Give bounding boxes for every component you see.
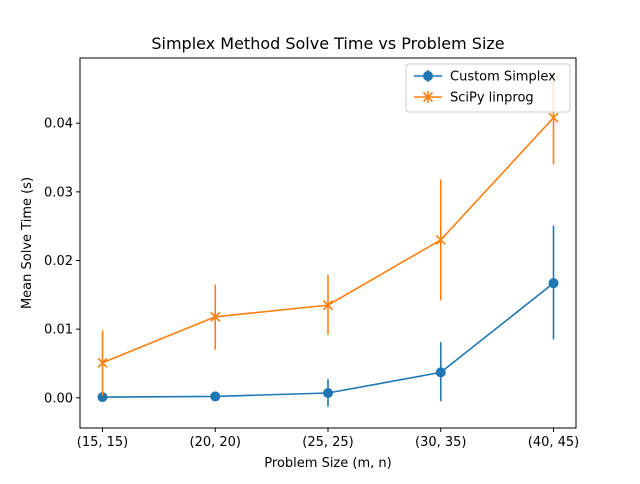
legend-box: [405, 63, 571, 113]
legend-marker: [423, 71, 433, 81]
y-tick-label: 0.00: [44, 391, 73, 406]
y-tick-label: 0.02: [44, 254, 73, 269]
data-point: [435, 234, 446, 245]
legend-label: Custom Simplex: [450, 70, 556, 85]
x-axis: (15, 15) (20, 20) (25, 25) (30, 35) (40, 45): [77, 428, 580, 450]
data-point: [97, 357, 108, 368]
data-point-stroke: [210, 311, 221, 322]
data-point: [548, 112, 559, 123]
data-point-stroke: [548, 112, 559, 123]
y-tick-label: 0.03: [44, 185, 73, 200]
legend-marker: [422, 91, 434, 103]
x-axis-label: Problem Size (m, n): [264, 456, 391, 471]
legend-entry: SciPy linprog: [414, 91, 534, 106]
x-tick-label: (15, 15): [77, 435, 129, 450]
legend-entry: Custom Simplex: [414, 70, 556, 85]
data-point-stroke: [435, 234, 446, 245]
x-tick-label: (20, 20): [190, 435, 242, 450]
data-point: [323, 387, 333, 398]
plot-area: [97, 71, 559, 407]
plot-frame: [79, 57, 577, 429]
x-tick-label: (30, 35): [415, 435, 467, 450]
legend: Custom Simplex SciPy linprog: [405, 63, 571, 113]
y-tick-label: 0.04: [44, 117, 73, 132]
y-tick-label: 0.01: [44, 323, 73, 338]
data-point: [210, 391, 221, 402]
data-point: [548, 278, 559, 289]
data-point: [435, 367, 446, 378]
data-point: [322, 300, 334, 311]
legend-label: SciPy linprog: [450, 91, 534, 106]
y-axis: 0.00 0.01 0.02 0.03 0.04: [44, 117, 80, 406]
data-point-stroke: [97, 357, 108, 368]
x-tick-label: (40, 45): [528, 435, 580, 450]
x-tick-label: (25, 25): [302, 435, 354, 450]
data-point-stroke: [322, 300, 334, 311]
y-axis-label: Mean Solve Time (s): [20, 177, 35, 309]
chart-title: Simplex Method Solve Time vs Problem Siz…: [151, 34, 504, 53]
series-1: [97, 225, 559, 407]
legend-marker-stroke: [422, 91, 434, 103]
data-point: [210, 311, 221, 322]
series-2: [97, 71, 559, 396]
